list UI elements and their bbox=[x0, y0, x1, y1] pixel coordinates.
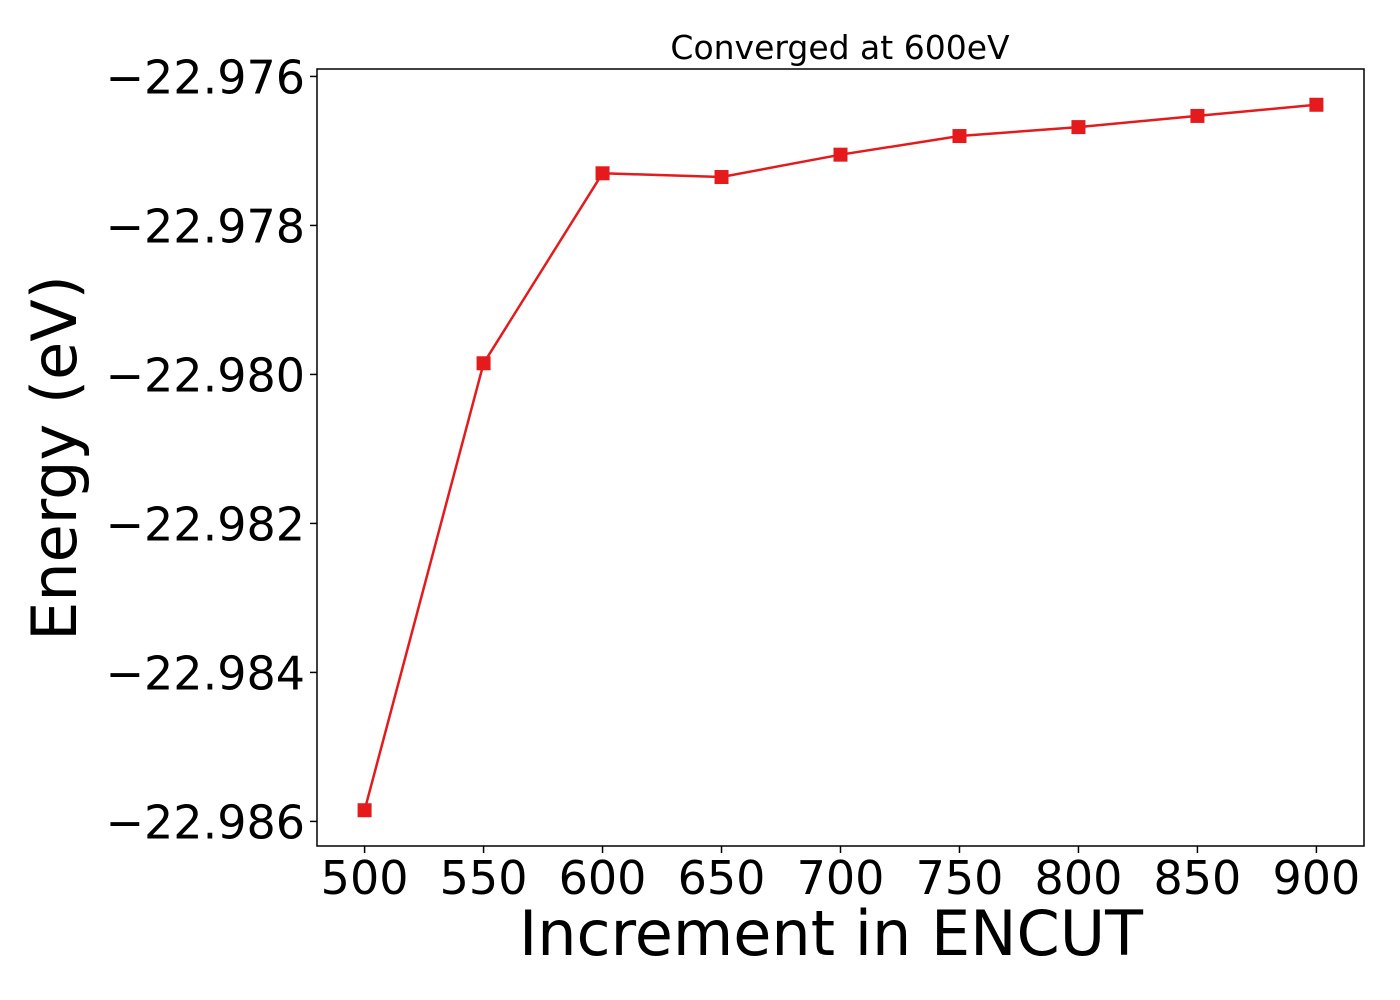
x-tick-label: 500 bbox=[321, 851, 409, 905]
y-tick-label: −22.982 bbox=[106, 497, 306, 551]
data-point-marker bbox=[357, 803, 372, 818]
data-point-marker bbox=[833, 147, 848, 162]
x-tick-label: 900 bbox=[1273, 851, 1361, 905]
x-tick-label: 850 bbox=[1154, 851, 1242, 905]
chart-title: Converged at 600eV bbox=[670, 28, 1010, 67]
data-point-marker bbox=[714, 170, 729, 185]
y-tick-label: −22.976 bbox=[106, 50, 306, 104]
data-point-marker bbox=[1071, 120, 1086, 135]
x-axis: 500 550 600 650 700 750 800 850 900 bbox=[321, 846, 1361, 905]
x-tick-label: 700 bbox=[797, 851, 885, 905]
y-axis: −22.976 −22.978 −22.980 −22.982 −22.984 −22.9… bbox=[106, 50, 317, 849]
y-tick-label: −22.984 bbox=[106, 646, 306, 700]
plot-area bbox=[357, 97, 1324, 818]
data-point-marker bbox=[595, 166, 610, 181]
x-tick-label: 600 bbox=[559, 851, 647, 905]
data-point-marker bbox=[1190, 108, 1205, 123]
y-tick-label: −22.978 bbox=[106, 199, 306, 253]
x-tick-label: 550 bbox=[440, 851, 528, 905]
x-axis-label: Increment in ENCUT bbox=[519, 897, 1144, 970]
data-point-marker bbox=[476, 356, 491, 371]
y-axis-label: Energy (eV) bbox=[18, 275, 91, 641]
y-tick-label: −22.980 bbox=[106, 348, 306, 402]
data-point-marker bbox=[1309, 97, 1324, 112]
x-tick-label: 750 bbox=[916, 851, 1004, 905]
y-tick-label: −22.986 bbox=[106, 795, 306, 849]
x-tick-label: 650 bbox=[678, 851, 766, 905]
x-tick-label: 800 bbox=[1035, 851, 1123, 905]
data-point-marker bbox=[952, 129, 967, 144]
